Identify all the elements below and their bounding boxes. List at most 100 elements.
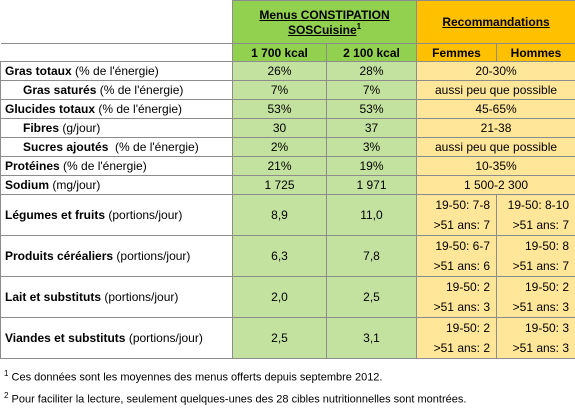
unit-text: (% de l'énergie) [96, 83, 184, 97]
col-header: 1 700 kcal [232, 43, 327, 62]
reco-line: 19-50: 6-7 [435, 239, 491, 253]
unit-text: (portions/jour) [125, 331, 203, 345]
reco-line: 19-50: 8 [524, 239, 570, 253]
value-cell: 3,1 [325, 317, 418, 359]
row: Fibres (g/jour) 30 37 21-38 [0, 118, 575, 138]
value-cell: 2,0 [232, 276, 327, 318]
footnote-text: Ces données sont les moyennes des menus … [11, 371, 383, 384]
unit-text: (portions/jour) [105, 208, 183, 222]
reco-line: 19-50: 2 [524, 280, 570, 294]
footnote: 1 Ces données sont les moyennes des menu… [4, 365, 571, 387]
unit-text: (portions/jour) [101, 290, 179, 304]
row-label: Sodium (mg/jour) [0, 175, 233, 195]
footnote: 2 Pour faciliter la lecture, seulement q… [4, 387, 571, 409]
row-label: Produits céréaliers (portions/jour) [0, 235, 233, 277]
reco-cell: 19-50: 2 >51 ans: 3 [496, 276, 575, 318]
reco-cell: 19-50: 2 >51 ans: 3 [416, 276, 498, 318]
reco-line: >51 ans: 7 [512, 218, 570, 232]
reco-cell: 19-50: 3 >51 ans: 3 [496, 317, 575, 359]
label-text: Protéines [5, 159, 60, 173]
value-cell: 2,5 [232, 317, 327, 359]
empty-cell [0, 0, 233, 44]
label-text: Gras totaux [5, 64, 72, 78]
col-header: Hommes [496, 43, 575, 62]
label-text: Fibres [23, 121, 60, 135]
value-cell: 1 725 [232, 175, 327, 195]
value-cell: 7,8 [325, 235, 418, 277]
col-header: Femmes [416, 43, 498, 62]
value-cell: 26% [232, 61, 327, 81]
value-cell: 7% [325, 80, 418, 100]
row: Glucides totaux (% de l'énergie) 53% 53% 45… [0, 99, 575, 119]
row-label: Légumes et fruits (portions/jour) [0, 194, 233, 236]
row-label: Sucres ajoutés (% de l'énergie) [0, 137, 233, 157]
footnotes: 1 Ces données sont les moyennes des menu… [0, 359, 575, 408]
unit-text: (% de l'énergie) [108, 140, 199, 154]
unit-text: (g/jour) [59, 121, 101, 135]
reco-cell: 19-50: 6-7 >51 ans: 6 [416, 235, 498, 277]
value-cell: 53% [325, 99, 418, 119]
row: Produits céréaliers (portions/jour) 6,3 7,… [0, 235, 575, 277]
row: Gras totaux (% de l'énergie) 26% 28% 20-30% [0, 61, 575, 81]
reco-cell: 19-50: 2 >51 ans: 2 [416, 317, 498, 359]
reco-title: Recommandations [442, 15, 550, 29]
footnote-text: Pour faciliter la lecture, seulement que… [11, 393, 467, 406]
value-cell: 3% [325, 137, 418, 157]
value-cell: 2% [232, 137, 327, 157]
value-cell: 8,9 [232, 194, 327, 236]
reco-cell: 21-38 [416, 118, 575, 138]
value-cell: 19% [325, 156, 418, 176]
reco-line: >51 ans: 3 [433, 300, 491, 314]
reco-line: 19-50: 3 [524, 321, 570, 335]
footnote-mark: 1 [4, 369, 9, 378]
value-cell: 21% [232, 156, 327, 176]
value-cell: 30 [232, 118, 327, 138]
menus-header: Menus CONSTIPATION SOSCuisine1 [231, 0, 418, 44]
reco-line: 19-50: 7-8 [435, 198, 491, 212]
row-label: Protéines (% de l'énergie) [0, 156, 233, 176]
value-cell: 28% [325, 61, 418, 81]
footnote-mark: 2 [4, 390, 9, 400]
reco-line: >51 ans: 7 [512, 259, 570, 273]
value-cell: 53% [232, 99, 327, 119]
row: Gras saturés (% de l'énergie) 7% 7% aussi p… [0, 80, 575, 100]
label-text: Sucres ajoutés [23, 140, 109, 154]
nutrition-table: Menus CONSTIPATION SOSCuisine1 Recommanda… [0, 0, 575, 359]
reco-cell: 10-35% [416, 156, 575, 176]
reco-header: Recommandations [416, 0, 575, 44]
empty-cell [0, 43, 233, 62]
label-text: Glucides totaux [5, 102, 96, 116]
menus-title: Menus CONSTIPATION [259, 7, 390, 22]
label-text: Légumes et fruits [5, 208, 106, 222]
reco-line: >51 ans: 3 [512, 300, 570, 314]
row-label: Glucides totaux (% de l'énergie) [0, 99, 233, 119]
label-text: Sodium [5, 178, 49, 192]
label-text: Gras saturés [23, 83, 97, 97]
value-cell: 2,5 [325, 276, 418, 318]
reco-cell: 19-50: 8 >51 ans: 7 [496, 235, 575, 277]
unit-text: (% de l'énergie) [95, 102, 183, 116]
row-label: Lait et substituts (portions/jour) [0, 276, 233, 318]
row-label: Gras saturés (% de l'énergie) [0, 80, 233, 100]
reco-cell: 1 500-2 300 [416, 175, 575, 195]
label-text: Produits céréaliers [5, 249, 114, 263]
col-header: 2 100 kcal [325, 43, 418, 62]
unit-text: (portions/jour) [113, 249, 191, 263]
reco-cell: aussi peu que possible [416, 137, 575, 157]
label-text: Viandes et substituts [5, 331, 126, 345]
row-label: Viandes et substituts (portions/jour) [0, 317, 233, 359]
unit-text: (% de l'énergie) [59, 159, 147, 173]
reco-line: 19-50: 8-10 [507, 198, 570, 212]
row-label: Fibres (g/jour) [0, 118, 233, 138]
reco-cell: 20-30% [416, 61, 575, 81]
row: Sucres ajoutés (% de l'énergie) 2% 3% aussi… [0, 137, 575, 157]
row: Légumes et fruits (portions/jour) 8,9 11,0… [0, 194, 575, 236]
footnote-ref: 1 [356, 21, 362, 31]
row: Protéines (% de l'énergie) 21% 19% 10-35% [0, 156, 575, 176]
row: Sodium (mg/jour) 1 725 1 971 1 500-2 300 [0, 175, 575, 195]
reco-line: >51 ans: 6 [433, 259, 491, 273]
value-cell: 37 [325, 118, 418, 138]
reco-line: >51 ans: 2 [433, 341, 491, 355]
unit-text: (mg/jour) [49, 178, 101, 192]
reco-cell: 45-65% [416, 99, 575, 119]
